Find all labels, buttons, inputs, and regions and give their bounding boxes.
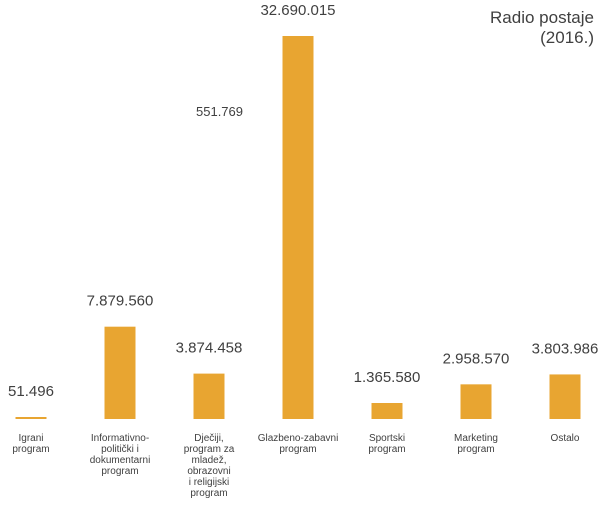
bar-5 [371, 403, 403, 419]
bar-2 [104, 326, 136, 419]
bar-3 [193, 373, 225, 419]
category-label-2: Informativno-politički i dokumentarni prog… [90, 433, 151, 477]
bar-4 [282, 36, 314, 419]
category-label-6: Marketing program [454, 433, 498, 455]
value-label-6: 2.958.570 [443, 350, 510, 367]
category-label-4: Glazbeno-zabavni program [258, 433, 339, 455]
value-label-5: 1.365.580 [354, 369, 421, 386]
category-label-1: Igrani program [12, 433, 49, 455]
value-label-1: 51.496 [8, 383, 54, 400]
bar-7 [549, 374, 581, 419]
chart-title-line-2: (2016.) [540, 28, 594, 47]
value-label-4: 32.690.015 [260, 2, 335, 19]
value-label-7: 3.803.986 [532, 340, 599, 357]
value-label-2: 7.879.560 [87, 293, 154, 310]
bar-6 [460, 384, 492, 419]
category-label-5: Sportski program [368, 433, 405, 455]
category-label-7: Ostalo [551, 433, 580, 444]
stray-value-label: 551.769 [196, 104, 243, 119]
category-label-3: Dječiji, program za mladež, obrazovni i reli… [184, 433, 235, 499]
value-label-3: 3.874.458 [176, 340, 243, 357]
bar-1 [15, 417, 47, 419]
chart-title-line-1: Radio postaje [490, 8, 594, 27]
chart-title: Radio postaje (2016.) [490, 8, 594, 48]
